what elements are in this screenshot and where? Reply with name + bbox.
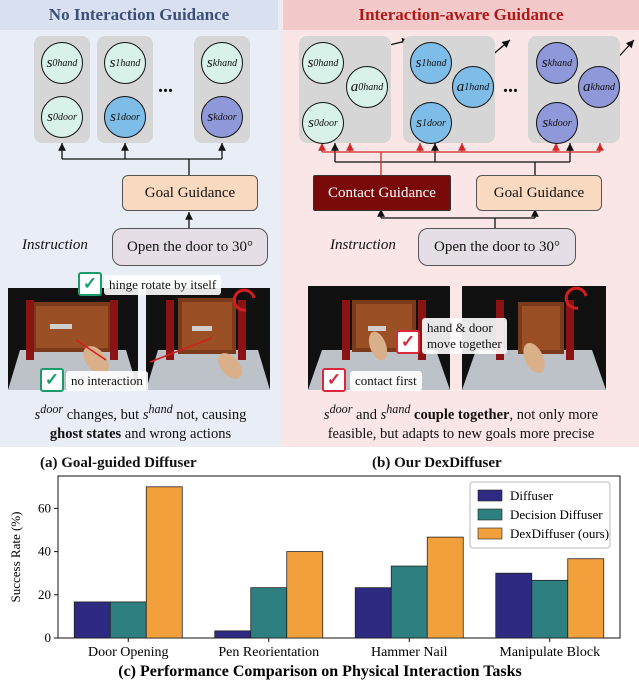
caption-left-part2: not, causing: [176, 406, 247, 423]
x-tick-label: Manipulate Block: [499, 645, 600, 660]
node-r-a0-hand: a 0 hand: [346, 66, 388, 108]
instruction-label-left: Instruction: [22, 237, 88, 253]
bar-dexdiffuser-ours--manipulate-block: [567, 558, 605, 639]
legend-label: DexDiffuser (ours): [510, 526, 609, 541]
bar-decision-diffuser-pen-reorientation: [250, 587, 288, 639]
bar-decision-diffuser-hammer-nail: [390, 565, 428, 639]
node-r-ak-hand: a k hand: [578, 66, 620, 108]
node-sk-door: s k door: [201, 96, 243, 138]
caption-left-part1: changes, but: [66, 406, 140, 423]
scene-right-2: [462, 286, 606, 390]
node-r-s1-hand: s 1 hand: [410, 42, 452, 84]
goal-guidance-box-left: Goal Guidance: [122, 175, 258, 211]
bar-decision-diffuser-door-opening: [109, 601, 147, 639]
legend-label: Decision Diffuser: [510, 507, 603, 522]
caption-right-bold: couple together: [414, 406, 510, 423]
symbol-s-door-right: sdoor: [323, 402, 353, 423]
y-tick-label: 20: [38, 587, 51, 602]
node-r-sk-door: s k door: [536, 102, 578, 144]
left-panel-title: No Interaction Guidance: [0, 0, 278, 30]
node-r-s1-door: s 1 door: [410, 102, 452, 144]
ellipsis: ...: [158, 75, 173, 97]
node-r-s0-door: s 0 door: [302, 102, 344, 144]
goal-guidance-box-right: Goal Guidance: [476, 175, 602, 211]
caption-right-line2: feasible, but adapts to new goals more p…: [327, 425, 595, 442]
node-s0-hand: s 0 hand: [41, 42, 83, 84]
caption-right-and: and: [356, 406, 377, 423]
ellipsis-right: ...: [503, 75, 518, 97]
bar-decision-diffuser-manipulate-block: [531, 579, 569, 639]
legend-label: Diffuser: [510, 488, 554, 503]
bar-diffuser-door-opening: [73, 601, 111, 639]
annotation-move-line2: move together: [427, 336, 502, 351]
symbol-s-hand-right: shand: [380, 402, 411, 423]
node-sk-hand: s k hand: [201, 42, 243, 84]
bar-diffuser-hammer-nail: [354, 587, 392, 639]
annotation-arrows-left: [75, 337, 213, 363]
contact-guidance-box: Contact Guidance: [313, 175, 451, 211]
node-r-s0-hand: s 0 hand: [302, 42, 344, 84]
legend-swatch: [477, 489, 503, 502]
node-r-sk-hand: s k hand: [536, 42, 578, 84]
annotation-move-line1: hand & door: [427, 320, 493, 335]
instruction-box-left: Open the door to 30°: [112, 228, 268, 266]
x-tick-label: Pen Reorientation: [218, 645, 319, 660]
annotation-hinge-rotate: hinge rotate by itself: [104, 275, 222, 295]
y-tick-label: 0: [45, 630, 52, 645]
x-tick-label: Door Opening: [88, 645, 169, 660]
instruction-label-right: Instruction: [330, 237, 396, 253]
bar-dexdiffuser-ours--door-opening: [145, 486, 183, 639]
node-s1-hand: s 1 hand: [104, 42, 146, 84]
check-icon-no-interaction: ✓: [40, 368, 64, 392]
annotation-move-together: hand & door move together: [422, 318, 507, 354]
symbol-s-hand: shand: [142, 402, 173, 423]
caption-right: sdoor and shand couple together, not onl…: [283, 400, 639, 444]
caption-left: sdoor changes, but shand not, causing gh…: [0, 400, 281, 444]
symbol-s-door: sdoor: [34, 402, 64, 423]
check-icon-contact-first: ✓: [322, 368, 346, 392]
legend-box: [469, 481, 611, 549]
subcaption-b: (b) Our DexDiffuser: [372, 455, 502, 471]
right-panel-title: Interaction-aware Guidance: [283, 0, 639, 30]
check-icon-move-together: ✓: [396, 330, 420, 354]
caption-left-rest: and wrong actions: [124, 425, 232, 442]
check-icon-hinge: ✓: [78, 272, 102, 296]
node-s1-door: s 1 door: [104, 96, 146, 138]
performance-chart: 0 20 40 60 Success Rate (%) Door Opening Pen R…: [8, 475, 621, 680]
y-tick-label: 60: [38, 500, 51, 515]
bar-dexdiffuser-ours--pen-reorientation: [286, 551, 324, 639]
x-tick-label: Hammer Nail: [371, 645, 448, 660]
chart-title: (c) Performance Comparison on Physical I…: [118, 663, 522, 680]
bar-dexdiffuser-ours--hammer-nail: [426, 536, 464, 639]
annotation-no-interaction: no interaction: [66, 371, 148, 391]
caption-left-bold: ghost states: [49, 425, 122, 442]
caption-right-rest: , not only more: [509, 406, 599, 423]
bar-diffuser-manipulate-block: [495, 572, 533, 639]
bar-diffuser-pen-reorientation: [214, 630, 252, 639]
y-axis-label: Success Rate (%): [8, 512, 23, 603]
legend-swatch: [477, 508, 503, 521]
node-s0-door: s 0 door: [41, 96, 83, 138]
legend-swatch: [477, 527, 503, 540]
annotation-contact-first: contact first: [350, 371, 422, 391]
y-tick-label: 40: [38, 544, 51, 559]
subcaption-a: (a) Goal-guided Diffuser: [40, 455, 197, 471]
plot-frame: [57, 475, 621, 639]
instruction-box-right: Open the door to 30°: [418, 228, 576, 266]
node-r-a1-hand: a 1 hand: [452, 66, 494, 108]
